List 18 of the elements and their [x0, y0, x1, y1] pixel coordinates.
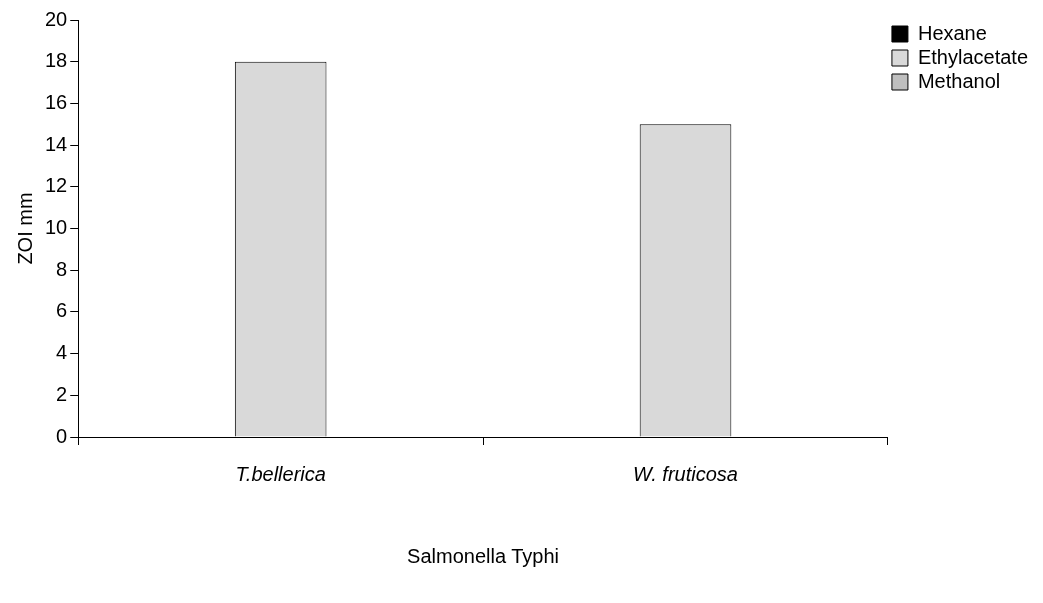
y-tick-label: 6	[56, 299, 68, 322]
y-tick-label: 16	[45, 90, 68, 113]
y-tick-label: 8	[56, 257, 68, 280]
y-axis-title: ZOI mm	[13, 192, 36, 265]
y-tick-label: 20	[45, 7, 68, 30]
y-tick-label: 12	[45, 174, 68, 197]
x-tick-label: T.bellerica	[235, 462, 326, 485]
y-tick-label: 4	[56, 341, 68, 364]
y-tick-label: 2	[56, 382, 68, 405]
x-axis-title: Salmonella Typhi	[407, 544, 560, 567]
y-tick-label: 0	[56, 424, 68, 447]
legend-label: Ethylacetate	[917, 45, 1029, 68]
legend-label: Hexane	[917, 21, 987, 44]
legend-label: Methanol	[917, 69, 1001, 92]
y-tick-label: 14	[45, 132, 68, 155]
y-tick-label: 18	[45, 49, 68, 72]
y-tick-label: 10	[45, 216, 68, 239]
x-tick-label: W. fruticosa	[633, 462, 738, 485]
